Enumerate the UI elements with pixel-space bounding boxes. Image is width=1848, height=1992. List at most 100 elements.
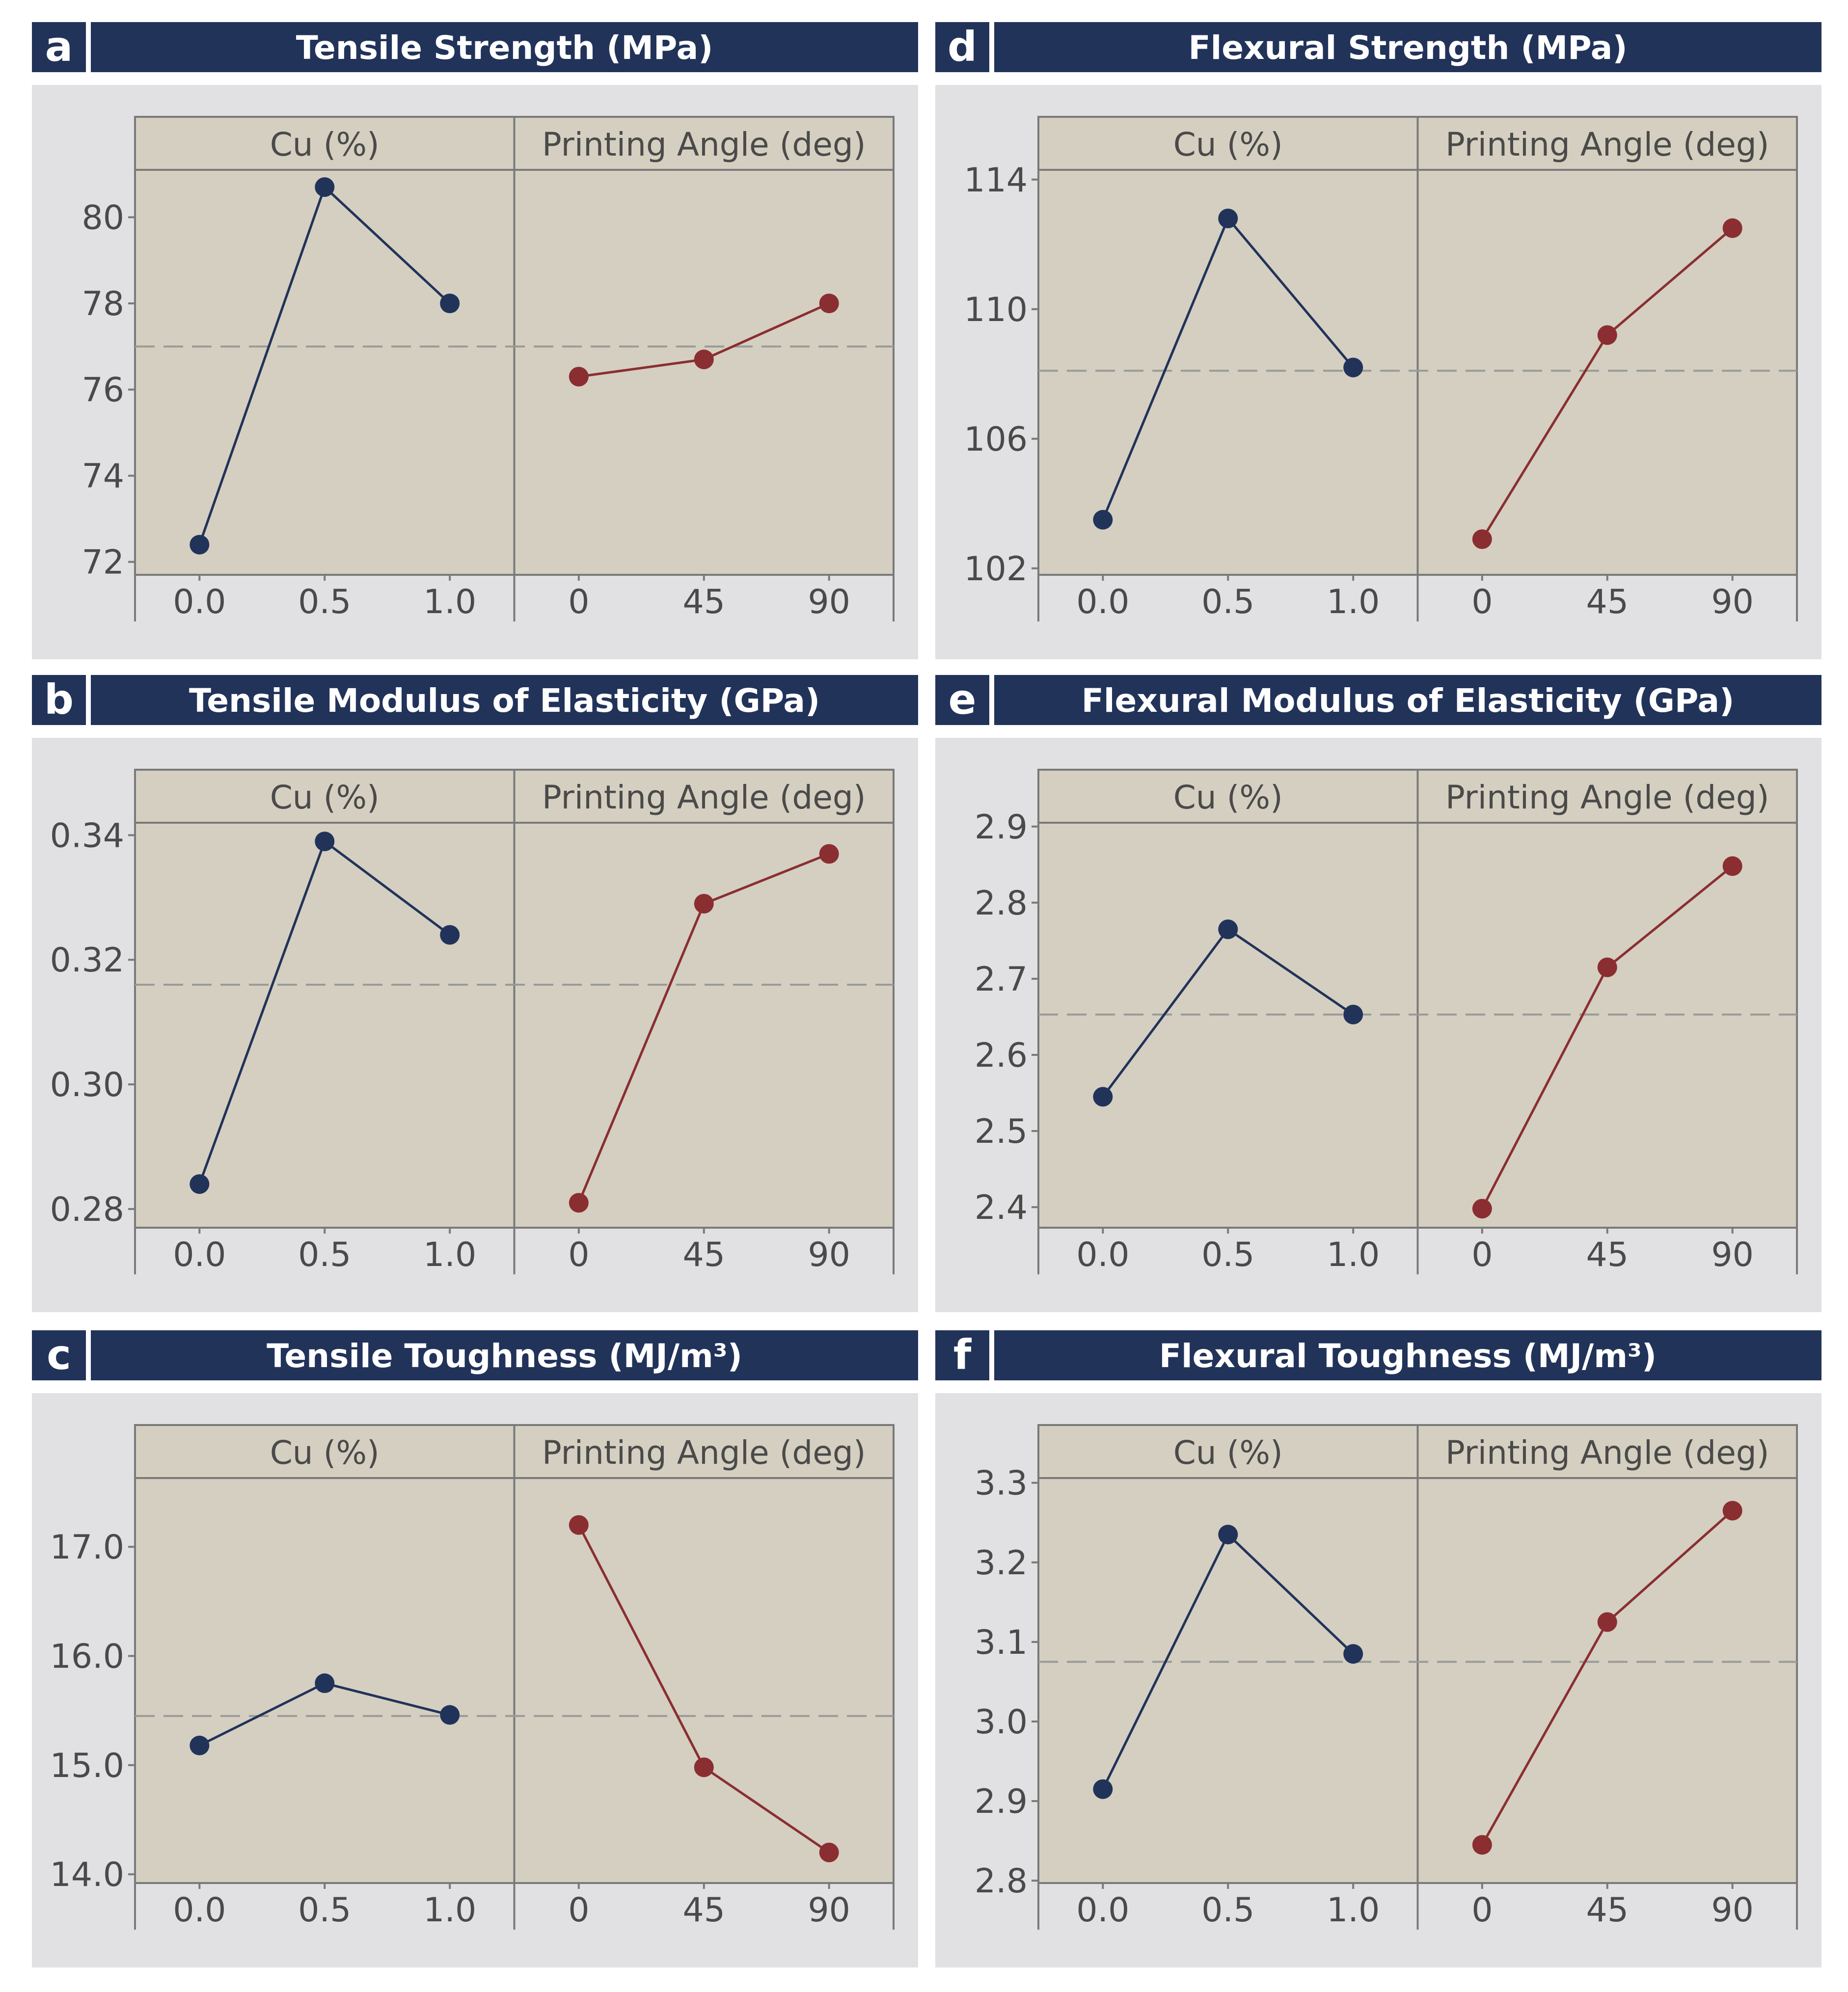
chart-panel-b: b Tensile Modulus of Elasticity (GPa) Cu (… bbox=[32, 675, 918, 1312]
data-point-printing-angle bbox=[569, 367, 589, 387]
y-tick-label: 16.0 bbox=[50, 1637, 124, 1676]
x-tick-label: 1.0 bbox=[423, 1891, 476, 1930]
y-tick-label: 2.5 bbox=[975, 1112, 1028, 1151]
x-tick-label: 1.0 bbox=[1327, 1891, 1380, 1930]
y-tick-label: 0.28 bbox=[50, 1190, 124, 1229]
strip-label-printing-angle: Printing Angle (deg) bbox=[1445, 126, 1769, 163]
panel-letter-box bbox=[935, 1330, 989, 1380]
data-point-printing-angle bbox=[1597, 957, 1617, 977]
x-tick-label: 90 bbox=[808, 1891, 850, 1930]
x-tick-label: 0 bbox=[568, 583, 589, 621]
panel-letter: e bbox=[949, 675, 977, 724]
data-point-cu bbox=[1093, 1087, 1113, 1107]
x-tick-label: 0 bbox=[568, 1236, 589, 1274]
chart-panel-e: e Flexural Modulus of Elasticity (GPa) Cu … bbox=[935, 675, 1821, 1312]
y-tick-label: 2.8 bbox=[975, 1862, 1028, 1901]
strip-label-cu: Cu (%) bbox=[1173, 1434, 1283, 1472]
strip-label-cu: Cu (%) bbox=[270, 1434, 380, 1472]
panel-title-bar bbox=[994, 675, 1821, 725]
panel-letter: c bbox=[47, 1331, 71, 1379]
strip-label-printing-angle: Printing Angle (deg) bbox=[1445, 779, 1769, 816]
x-tick-label: 0.5 bbox=[298, 583, 351, 621]
x-tick-label: 0 bbox=[568, 1891, 589, 1930]
data-point-printing-angle bbox=[1722, 218, 1742, 238]
panel-title: Tensile Toughness (MJ/m³) bbox=[267, 1337, 742, 1375]
data-point-cu bbox=[315, 177, 335, 197]
data-point-cu bbox=[1343, 1004, 1363, 1024]
y-tick-label: 78 bbox=[82, 285, 124, 323]
y-tick-label: 2.7 bbox=[975, 960, 1028, 999]
data-point-printing-angle bbox=[1722, 1501, 1742, 1521]
data-point-cu bbox=[1218, 919, 1238, 940]
panel-title-bar bbox=[994, 1330, 1821, 1380]
data-point-printing-angle bbox=[819, 844, 839, 864]
x-tick-label: 1.0 bbox=[423, 1236, 476, 1274]
x-tick-label: 0.0 bbox=[1076, 1236, 1129, 1274]
x-tick-label: 90 bbox=[1711, 1236, 1754, 1274]
y-tick-label: 102 bbox=[964, 550, 1028, 589]
data-point-printing-angle bbox=[1722, 856, 1742, 876]
x-tick-label: 0.0 bbox=[1076, 1891, 1129, 1930]
y-tick-label: 17.0 bbox=[50, 1528, 124, 1567]
strip-label-printing-angle: Printing Angle (deg) bbox=[542, 1434, 866, 1472]
data-point-printing-angle bbox=[819, 1842, 839, 1862]
data-point-cu bbox=[190, 535, 210, 555]
data-point-cu bbox=[1343, 1644, 1363, 1664]
y-tick-label: 0.30 bbox=[50, 1066, 124, 1104]
data-point-printing-angle bbox=[694, 1757, 714, 1777]
chart-panel-d: d Flexural Strength (MPa) Cu (%) Printing A… bbox=[935, 22, 1821, 659]
x-tick-label: 0.5 bbox=[1201, 1891, 1254, 1930]
panel-letter-box bbox=[32, 1330, 86, 1380]
y-tick-label: 3.1 bbox=[975, 1623, 1028, 1662]
y-tick-label: 2.8 bbox=[975, 884, 1028, 923]
y-tick-label: 3.0 bbox=[975, 1703, 1028, 1742]
data-point-cu bbox=[1093, 1779, 1113, 1799]
y-tick-label: 3.3 bbox=[975, 1464, 1028, 1503]
x-tick-label: 90 bbox=[808, 583, 850, 621]
x-tick-label: 90 bbox=[1711, 1891, 1754, 1930]
chart-panel-c: c Tensile Toughness (MJ/m³) Cu (%) Printing… bbox=[32, 1330, 918, 1967]
panel-title-bar bbox=[91, 675, 918, 725]
y-tick-label: 106 bbox=[964, 420, 1028, 459]
panel-title-bar bbox=[91, 1330, 918, 1380]
data-point-printing-angle bbox=[1472, 1199, 1492, 1219]
strip-label-printing-angle: Printing Angle (deg) bbox=[542, 779, 866, 816]
strip-label-cu: Cu (%) bbox=[1173, 779, 1283, 816]
y-tick-label: 2.9 bbox=[975, 1782, 1028, 1821]
data-point-cu bbox=[440, 294, 460, 314]
data-point-printing-angle bbox=[694, 894, 714, 914]
x-tick-label: 0.5 bbox=[298, 1236, 351, 1274]
panel-title: Tensile Modulus of Elasticity (GPa) bbox=[189, 682, 820, 720]
y-tick-label: 2.9 bbox=[975, 808, 1028, 847]
panel-title-bar bbox=[91, 22, 918, 72]
data-point-printing-angle bbox=[694, 350, 714, 370]
data-point-cu bbox=[440, 925, 460, 945]
data-point-cu bbox=[190, 1735, 210, 1755]
y-tick-label: 15.0 bbox=[50, 1747, 124, 1785]
data-point-cu bbox=[440, 1705, 460, 1725]
panel-title-bar bbox=[994, 22, 1821, 72]
x-tick-label: 0 bbox=[1471, 583, 1493, 621]
strip-label-printing-angle: Printing Angle (deg) bbox=[542, 126, 866, 163]
x-tick-label: 1.0 bbox=[423, 583, 476, 621]
x-tick-label: 90 bbox=[1711, 583, 1754, 621]
panel-letter: a bbox=[45, 23, 73, 71]
x-tick-label: 45 bbox=[1586, 1891, 1629, 1930]
x-tick-label: 45 bbox=[682, 1236, 725, 1274]
chart-panel-f: f Flexural Toughness (MJ/m³) Cu (%) Printin… bbox=[935, 1330, 1821, 1967]
panel-letter-box bbox=[935, 22, 989, 72]
y-tick-label: 72 bbox=[82, 543, 124, 582]
x-tick-label: 0 bbox=[1471, 1236, 1493, 1274]
y-tick-label: 14.0 bbox=[50, 1856, 124, 1894]
y-tick-label: 3.2 bbox=[975, 1544, 1028, 1583]
panel-letter-box bbox=[32, 22, 86, 72]
x-tick-label: 0.5 bbox=[1201, 1236, 1254, 1274]
data-point-cu bbox=[315, 1673, 335, 1694]
panel-letter-box bbox=[32, 675, 86, 725]
strip-label-cu: Cu (%) bbox=[1173, 126, 1283, 163]
x-tick-label: 1.0 bbox=[1327, 583, 1380, 621]
x-tick-label: 0.5 bbox=[1201, 583, 1254, 621]
x-tick-label: 0.0 bbox=[173, 1891, 226, 1930]
y-tick-label: 80 bbox=[82, 199, 124, 238]
